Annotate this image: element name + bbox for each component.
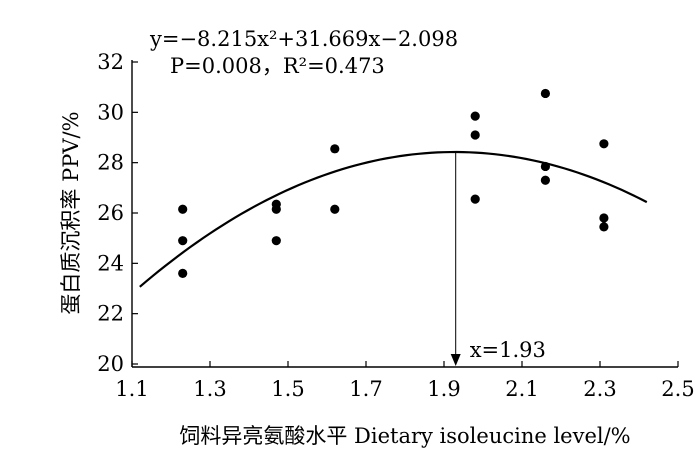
data-point [541,89,550,98]
fit-curve [140,152,647,287]
y-tick-label: 26 [97,201,124,225]
data-point [178,205,187,214]
data-point [541,176,550,185]
data-points [178,89,608,278]
data-point [471,130,480,139]
y-tick-label: 20 [97,352,124,376]
x-tick-label: 1.5 [271,377,304,401]
x-tick-label: 1.1 [115,377,148,401]
x-tick-label: 1.3 [193,377,226,401]
data-point [599,222,608,231]
y-tick-label: 32 [97,50,124,74]
data-point [599,139,608,148]
data-point [471,195,480,204]
y-tick-label: 22 [97,302,124,326]
axes [132,60,678,367]
data-point [178,269,187,278]
y-axis-title: 蛋白质沉积率 PPV/% [59,111,83,314]
equation-text: y=−8.215x²+31.669x−2.098 [149,27,458,51]
x-tick-label: 1.9 [427,377,460,401]
x-tick-label: 2.1 [505,377,538,401]
y-tick-label: 28 [97,151,124,175]
data-point [272,236,281,245]
optimum-arrow-icon [451,354,461,366]
x-tick-label: 2.3 [583,377,616,401]
stats-text: P=0.008，R²=0.473 [170,54,385,78]
data-point [330,205,339,214]
data-point [541,162,550,171]
y-tick-label: 24 [97,251,124,275]
x-axis-title: 饲料异亮氨酸水平 Dietary isoleucine level/% [179,424,630,448]
data-point [471,112,480,121]
data-point [330,144,339,153]
data-point [178,236,187,245]
data-point [272,205,281,214]
data-point [599,213,608,222]
y-tick-label: 30 [97,100,124,124]
x-tick-label: 2.5 [661,377,694,401]
optimum-label: x=1.93 [470,338,546,362]
x-tick-label: 1.7 [349,377,382,401]
